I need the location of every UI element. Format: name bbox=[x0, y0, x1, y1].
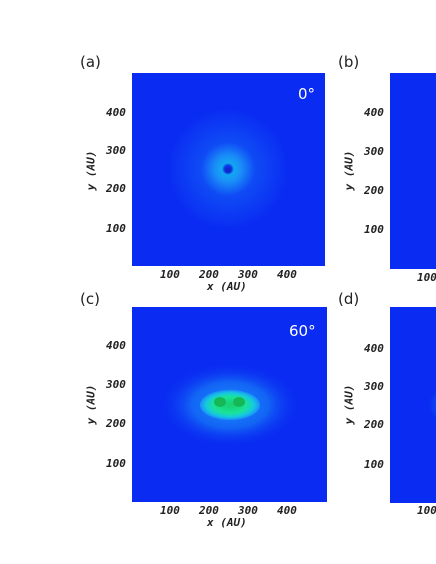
heatmap-image-b bbox=[390, 73, 436, 269]
y-tick-d-200: 200 bbox=[364, 418, 384, 431]
heatmap-plot-d bbox=[390, 307, 436, 503]
x-tick-c-200: 200 bbox=[199, 504, 219, 517]
y-tick-a-100: 100 bbox=[106, 222, 126, 235]
x-tick-a-400: 400 bbox=[277, 268, 297, 281]
x-tick-a-200: 200 bbox=[199, 268, 219, 281]
y-tick-b-400: 400 bbox=[364, 106, 384, 119]
heatmap-plot-c bbox=[132, 307, 327, 502]
y-tick-c-400: 400 bbox=[106, 339, 126, 352]
y-tick-a-200: 200 bbox=[106, 182, 126, 195]
y-tick-b-200: 200 bbox=[364, 184, 384, 197]
x-tick-c-400: 400 bbox=[277, 504, 297, 517]
heatmap-image-d bbox=[390, 307, 436, 503]
y-tick-c-300: 300 bbox=[106, 378, 126, 391]
disk-lobe-left-c bbox=[214, 397, 226, 407]
x-tick-c-300: 300 bbox=[238, 504, 258, 517]
x-axis-label-c: x (AU) bbox=[207, 516, 247, 529]
x-tick-a-300: 300 bbox=[238, 268, 258, 281]
x-tick-c-100: 100 bbox=[160, 504, 180, 517]
y-axis-label-a: y (AU) bbox=[84, 150, 98, 191]
y-axis-label-b: y (AU) bbox=[342, 150, 356, 191]
y-tick-a-400: 400 bbox=[106, 106, 126, 119]
x-axis-label-a: x (AU) bbox=[207, 280, 247, 293]
y-tick-d-100: 100 bbox=[364, 458, 384, 471]
y-tick-d-300: 300 bbox=[364, 380, 384, 393]
disk-edge-d bbox=[400, 383, 436, 427]
panel-label-a: (a) bbox=[80, 53, 101, 71]
y-tick-d-400: 400 bbox=[364, 342, 384, 355]
y-tick-b-300: 300 bbox=[364, 145, 384, 158]
angle-label-a: 0° bbox=[298, 85, 316, 103]
x-tick-d-100: 100 bbox=[417, 504, 436, 517]
heatmap-image-c bbox=[132, 307, 327, 502]
heatmap-image-a bbox=[132, 73, 325, 266]
y-tick-a-300: 300 bbox=[106, 144, 126, 157]
panel-label-c: (c) bbox=[80, 290, 100, 308]
angle-label-c: 60° bbox=[289, 322, 316, 340]
y-axis-label-d: y (AU) bbox=[342, 384, 356, 425]
x-tick-b-100: 100 bbox=[417, 271, 436, 284]
source-center-a bbox=[225, 167, 231, 173]
panel-label-d: (d) bbox=[338, 290, 360, 308]
disk-lobe-right-c bbox=[233, 397, 245, 407]
x-tick-a-100: 100 bbox=[160, 268, 180, 281]
y-tick-b-100: 100 bbox=[364, 223, 384, 236]
disk-c bbox=[200, 390, 260, 420]
panel-label-b: (b) bbox=[338, 53, 360, 71]
heatmap-plot-b bbox=[390, 73, 436, 269]
heatmap-plot-a bbox=[132, 73, 325, 266]
y-tick-c-100: 100 bbox=[106, 457, 126, 470]
y-tick-c-200: 200 bbox=[106, 417, 126, 430]
y-axis-label-c: y (AU) bbox=[84, 384, 98, 425]
